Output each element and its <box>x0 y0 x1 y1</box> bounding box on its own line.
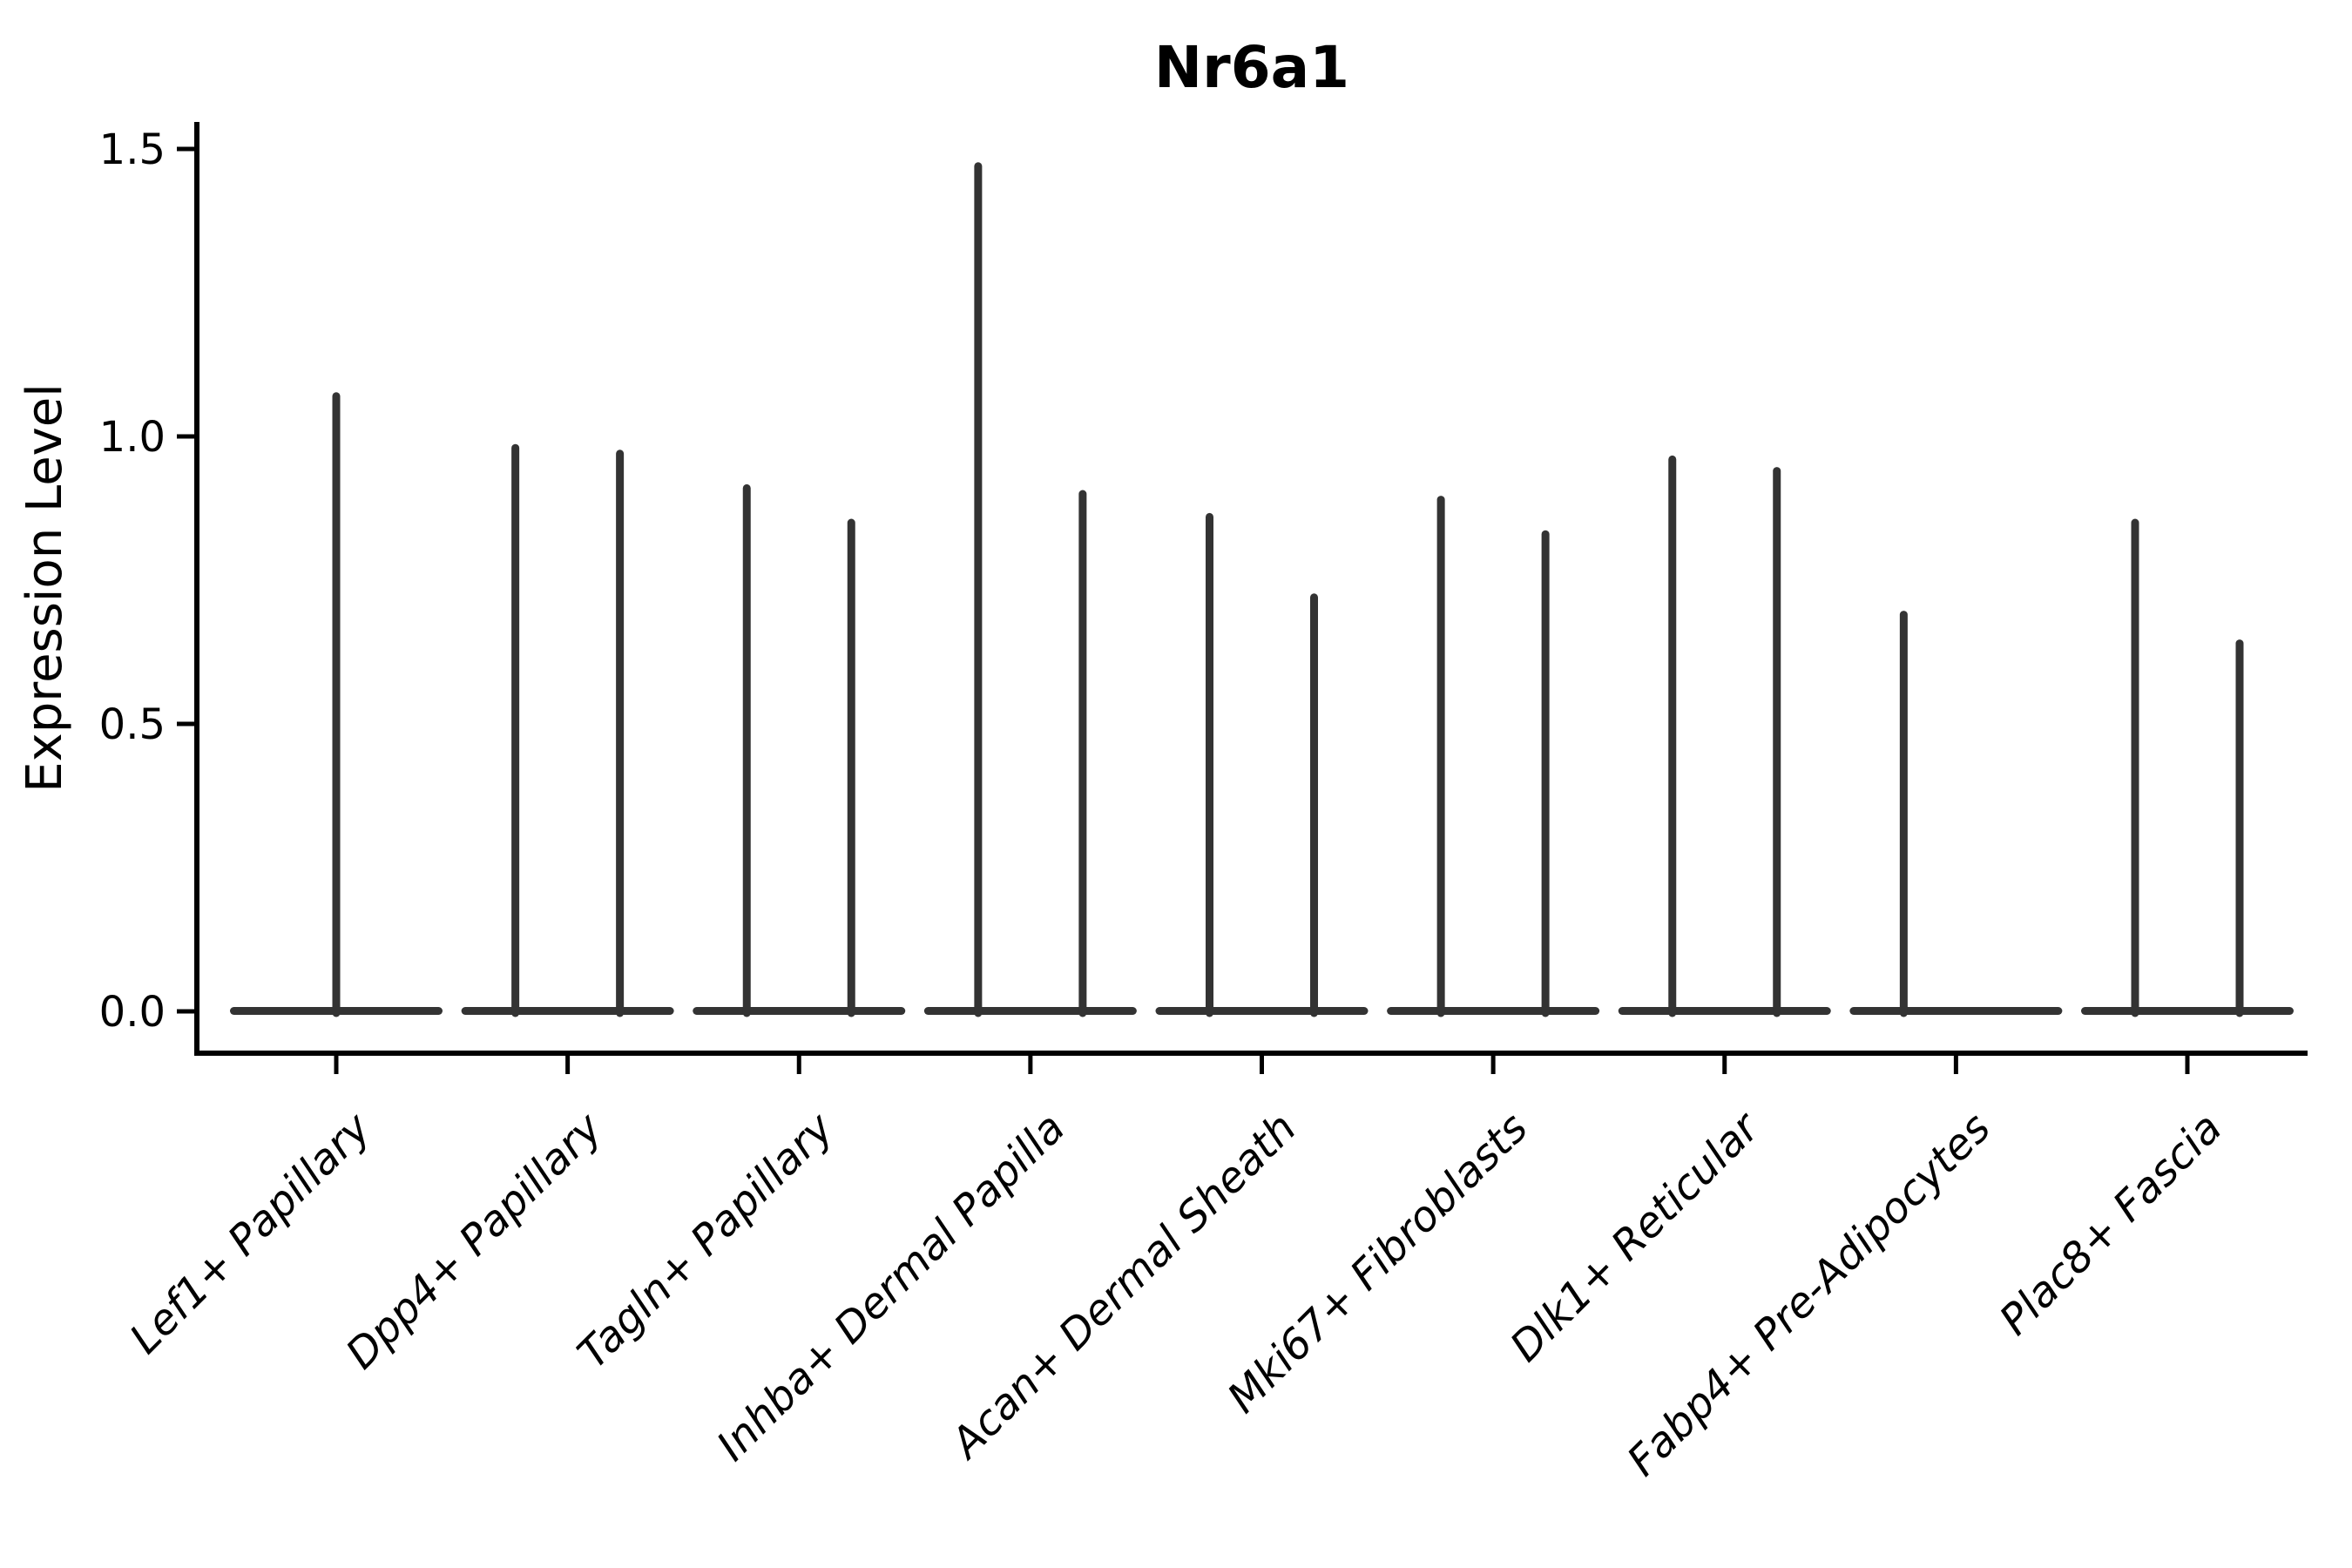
violin-baseline <box>693 1007 906 1015</box>
x-tick-label: Lef1+ Papillary <box>120 1103 381 1363</box>
y-tick-label: 1.0 <box>99 413 166 462</box>
y-ticks-group: 0.0 0.5 1.0 1.5 <box>99 125 197 1037</box>
violin-baseline <box>1849 1007 2063 1015</box>
y-tick-label: 0.0 <box>99 988 166 1037</box>
violin-baseline <box>923 1007 1137 1015</box>
x-tick-label: Dlk1+ Reticular <box>1501 1102 1771 1372</box>
y-tick-label: 0.5 <box>99 700 166 749</box>
chart-title: Nr6a1 <box>1154 34 1349 101</box>
violin-baseline <box>1155 1007 1369 1015</box>
violins-group <box>230 162 2294 1017</box>
y-tick-label: 1.5 <box>99 125 166 174</box>
violin-baseline <box>1387 1007 1600 1015</box>
x-tick-label: Plac8+ Fascia <box>1990 1104 2232 1345</box>
x-tick-label: Dpp4+ Papillary <box>337 1103 612 1378</box>
violin-baseline <box>461 1007 674 1015</box>
x-tick-label: Tagln+ Papillary <box>569 1103 844 1378</box>
violin-baseline <box>1618 1007 1831 1015</box>
x-tick-label: Fabp4+ Pre-Adipocytes <box>1618 1104 2000 1486</box>
y-axis-label: Expression Level <box>17 383 73 793</box>
axes-group <box>194 122 2308 1056</box>
violin-baseline <box>2081 1007 2294 1015</box>
